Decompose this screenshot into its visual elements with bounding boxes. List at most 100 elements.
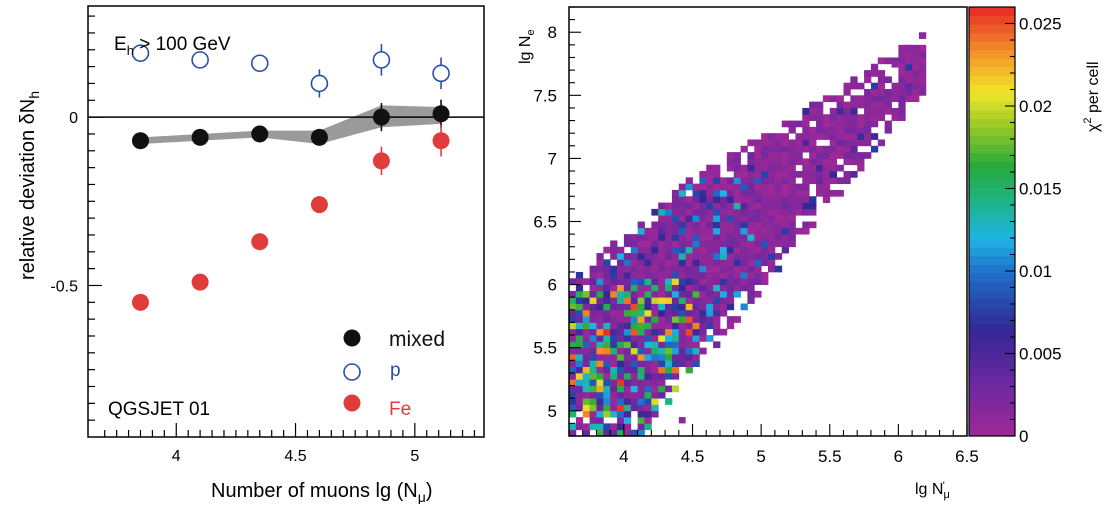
heatmap-cell	[692, 328, 700, 336]
heatmap-cell	[850, 107, 858, 115]
heatmap-cell	[603, 410, 611, 418]
heatmap-cell	[692, 322, 700, 330]
heatmap-cell	[685, 309, 693, 317]
heatmap-cell	[747, 253, 755, 260]
heatmap-cell	[589, 347, 597, 355]
heatmap-cell	[864, 133, 872, 140]
heatmap-cell	[768, 227, 776, 235]
heatmap-cell	[678, 309, 687, 317]
heatmap-cell	[733, 152, 741, 159]
heatmap-cell	[617, 398, 625, 405]
heatmap-cell	[582, 366, 590, 374]
legend-label-p: p	[390, 360, 401, 381]
heatmap-cell	[719, 284, 728, 292]
heatmap-cell	[829, 126, 838, 134]
heatmap-cell	[637, 265, 645, 273]
heatmap-cell	[610, 322, 618, 330]
right-x-axis: 4 4.5 5 5.5 6 6.5	[568, 424, 979, 466]
heatmap-cell	[809, 221, 817, 229]
heatmap-cell	[802, 145, 810, 153]
heatmap-cell	[726, 284, 735, 292]
heatmap-cell	[788, 158, 796, 166]
heatmap-cell	[617, 278, 625, 285]
heatmap-cell	[623, 309, 632, 317]
heatmap-cell	[733, 278, 741, 285]
heatmap-cell	[719, 183, 728, 191]
y-tick-label: 8	[548, 23, 557, 42]
heatmap-cell	[740, 221, 748, 229]
heatmap-cell	[822, 152, 831, 159]
heatmap-cell	[582, 385, 590, 393]
heatmap-cell	[706, 215, 714, 222]
heatmap-cell	[596, 316, 604, 323]
heatmap-cell	[761, 202, 769, 210]
heatmap-cell	[864, 114, 872, 121]
heatmap-cell	[651, 290, 659, 298]
x-tick-label: 5	[410, 448, 419, 465]
heatmap-cell	[644, 265, 652, 273]
heatmap-cell	[802, 227, 810, 235]
heatmap-cell	[603, 265, 611, 273]
model-label: QGSJET 01	[108, 399, 210, 420]
colorbar-step	[969, 255, 1015, 265]
heatmap-cell	[768, 234, 776, 241]
heatmap-cell	[569, 404, 577, 412]
heatmap-cell	[617, 341, 625, 349]
heatmap-cell	[706, 316, 714, 323]
heatmap-cell	[816, 114, 824, 121]
colorbar-step	[969, 41, 1015, 51]
heatmap-cell	[699, 335, 707, 342]
heatmap-cell	[685, 271, 693, 279]
heatmap-cell	[781, 234, 789, 241]
heatmap-cell	[685, 234, 693, 241]
heatmap-cell	[678, 196, 687, 203]
heatmap-cell	[630, 322, 639, 330]
heatmap-cell	[582, 309, 590, 317]
heatmap-cell	[610, 309, 618, 317]
heatmap-cell	[719, 303, 728, 311]
point-mixed	[191, 128, 209, 146]
point-p	[250, 54, 269, 73]
heatmap-cell	[651, 385, 659, 393]
heatmap-cell	[582, 278, 590, 285]
heatmap-cell	[617, 410, 625, 418]
heatmap-cell	[733, 158, 741, 166]
heatmap-cell	[658, 303, 666, 311]
heatmap-cell	[740, 265, 748, 273]
heatmap-cell	[706, 290, 714, 298]
heatmap-cell	[781, 164, 789, 172]
heatmap-cell	[665, 259, 673, 267]
heatmap-cell	[665, 341, 673, 349]
heatmap-cell	[569, 335, 577, 342]
heatmap-cell	[905, 89, 913, 96]
heatmap-cell	[829, 164, 838, 172]
heatmap-cell	[610, 372, 618, 380]
heatmap-cell	[747, 271, 755, 279]
heatmap-cell	[644, 234, 652, 241]
heatmap-cell	[754, 278, 762, 285]
heatmap-cell	[671, 297, 680, 304]
heatmap-cell	[912, 70, 920, 77]
heatmap-cell	[918, 89, 927, 96]
heatmap-cell	[651, 347, 659, 355]
heatmap-cell	[692, 290, 700, 298]
heatmap-cell	[843, 133, 851, 140]
heatmap-cell	[768, 133, 776, 140]
heatmap-cell	[761, 234, 769, 241]
heatmap-cell	[754, 164, 762, 172]
heatmap-cell	[747, 290, 755, 298]
heatmap-cell	[630, 398, 639, 405]
heatmap-cell	[665, 290, 673, 298]
heatmap-cell	[692, 360, 700, 368]
heatmap-cell	[699, 290, 707, 298]
heatmap-cell	[692, 259, 700, 267]
heatmap-cell	[658, 297, 666, 304]
heatmap-cell	[623, 398, 632, 405]
heatmap-cell	[610, 271, 618, 279]
heatmap-cell	[754, 246, 762, 254]
heatmap-cell	[692, 202, 700, 210]
heatmap-cell	[864, 107, 872, 115]
heatmap-cell	[905, 82, 913, 90]
heatmap-cell	[740, 303, 748, 311]
heatmap-cell	[699, 246, 707, 254]
